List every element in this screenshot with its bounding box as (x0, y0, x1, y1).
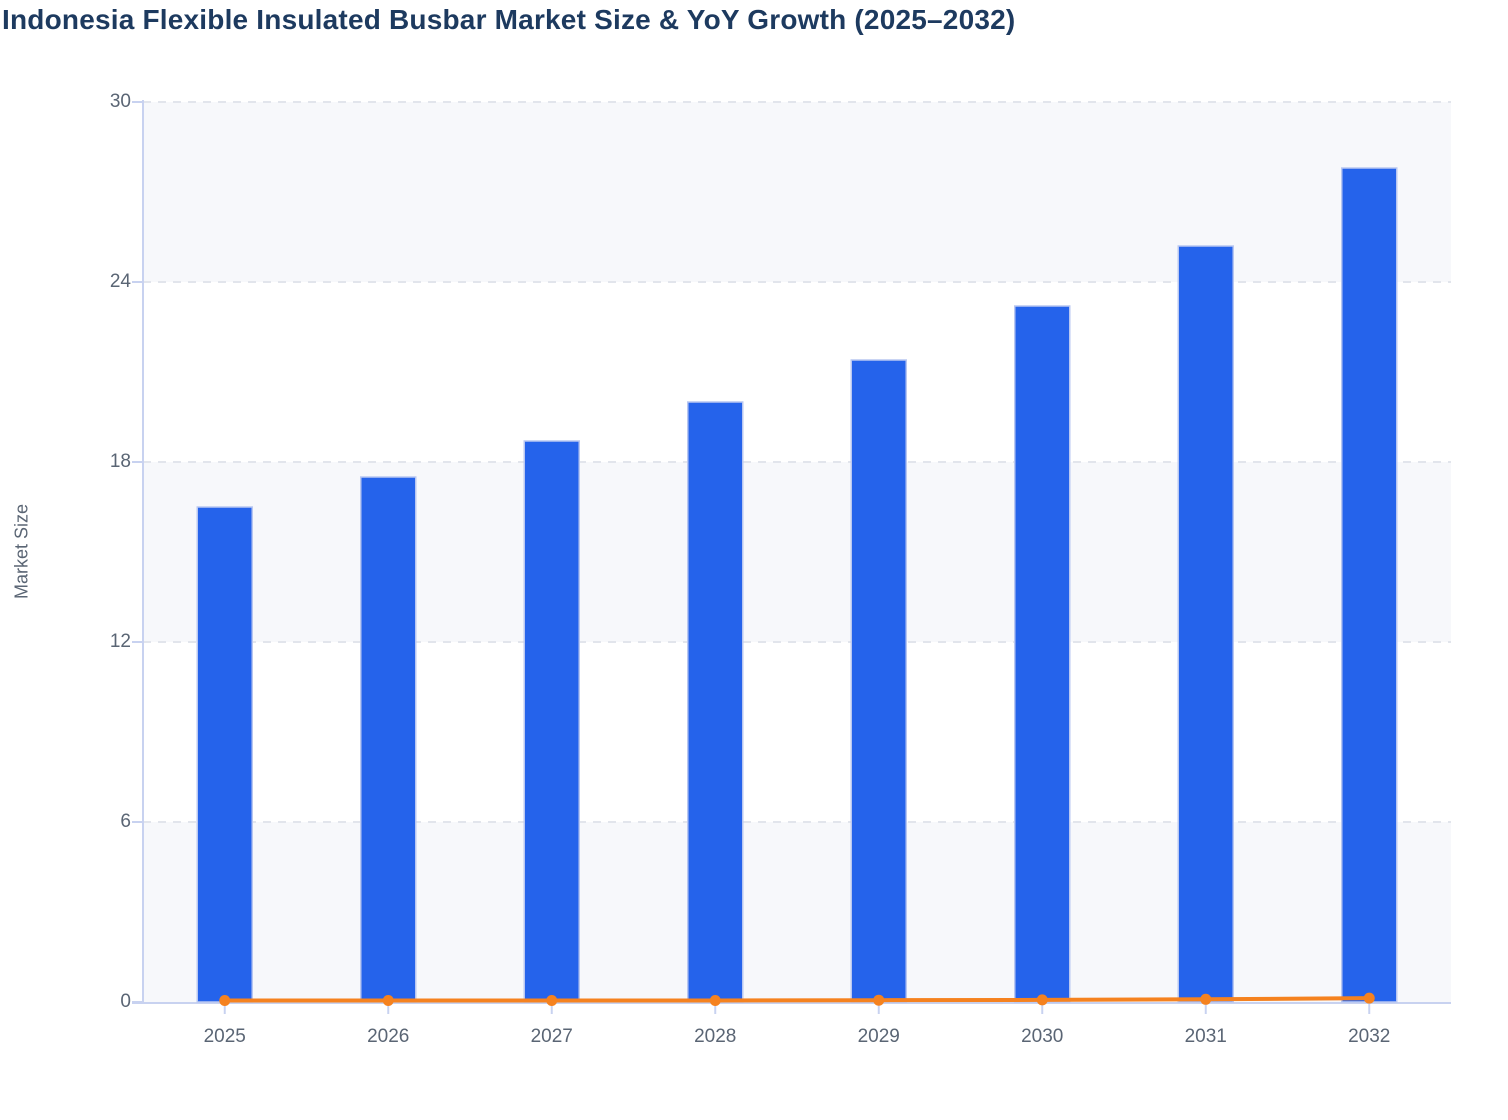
x-axis-tick-label: 2031 (1184, 1026, 1227, 1047)
x-axis-tick-label: 2030 (1021, 1026, 1064, 1047)
y-axis-tick-label: 0 (120, 991, 131, 1012)
x-axis-tick-label: 2025 (203, 1026, 246, 1047)
yoy-marker-2031[interactable] (1200, 993, 1212, 1005)
bar-2027[interactable] (523, 440, 580, 1003)
yoy-marker-2028[interactable] (709, 995, 721, 1006)
x-axis-tick-label: 2029 (857, 1026, 900, 1047)
plot-band (143, 282, 1451, 462)
y-axis-tick-label: 24 (109, 271, 131, 292)
yoy-marker-2027[interactable] (546, 995, 558, 1006)
yoy-marker-2032[interactable] (1363, 992, 1375, 1004)
chart-title: Indonesia Flexible Insulated Busbar Mark… (2, 4, 1016, 35)
yoy-marker-2030[interactable] (1036, 994, 1048, 1006)
y-axis-tick-label: 30 (109, 91, 131, 112)
y-axis-tick-label: 12 (109, 631, 131, 652)
yoy-line (222, 996, 1372, 1003)
bar-2025[interactable] (196, 506, 253, 1003)
bar-2030[interactable] (1014, 305, 1071, 1003)
y-axis-tick-label: 18 (109, 451, 131, 472)
x-axis-tick-label: 2028 (694, 1026, 737, 1047)
x-axis-tick-label: 2026 (367, 1026, 410, 1047)
plot-band (143, 642, 1451, 822)
plot-band (143, 822, 1451, 1002)
yoy-marker-2029[interactable] (873, 994, 885, 1006)
y-axis-tick-label: 6 (120, 811, 131, 832)
bar-2028[interactable] (687, 401, 744, 1003)
bar-2032[interactable] (1341, 167, 1398, 1003)
plot-band (143, 462, 1451, 642)
bar-2029[interactable] (850, 359, 907, 1003)
bar-2026[interactable] (360, 476, 417, 1003)
yoy-marker-2026[interactable] (382, 995, 394, 1006)
x-axis-tick-label: 2032 (1348, 1026, 1391, 1047)
bar-2031[interactable] (1177, 245, 1234, 1003)
yoy-marker-2025[interactable] (219, 995, 231, 1006)
x-axis-tick-label: 2027 (530, 1026, 573, 1047)
plot-band (143, 102, 1451, 282)
